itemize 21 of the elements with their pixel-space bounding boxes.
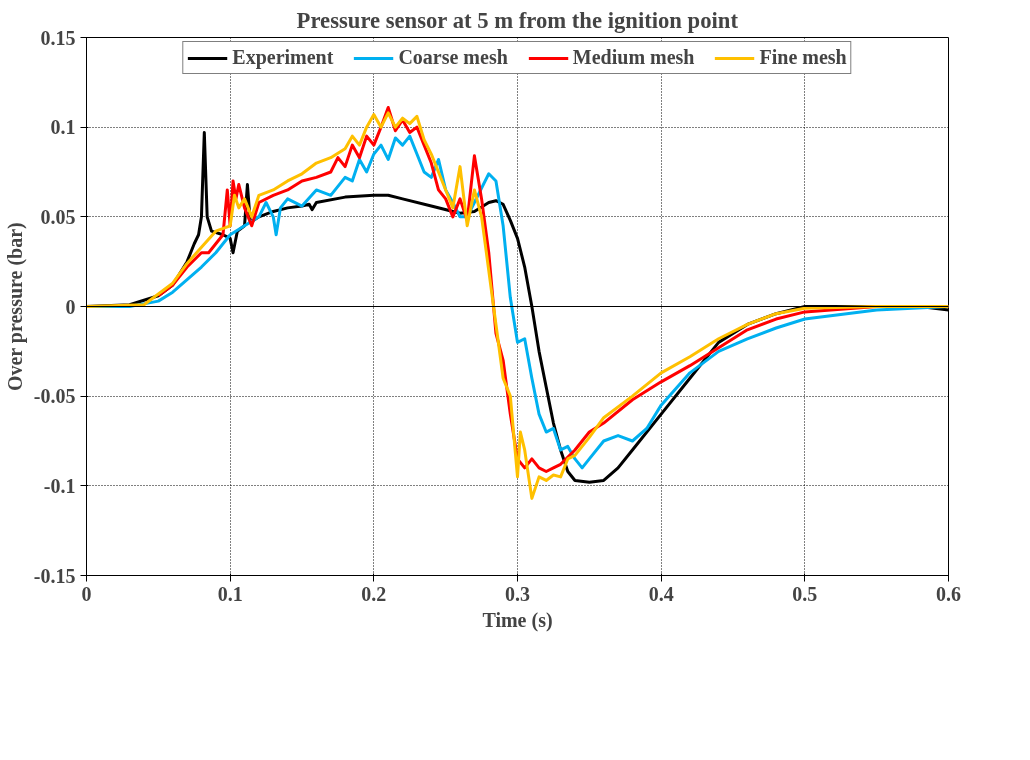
y-tick-label: -0.15 — [33, 564, 76, 587]
y-tick-label: 0 — [65, 295, 76, 318]
x-tick-label: 0.2 — [361, 582, 387, 605]
y-tick-label: 0.1 — [50, 116, 76, 139]
y-tick-label: 0.05 — [40, 205, 76, 228]
x-tick-label: 0.4 — [648, 582, 674, 605]
legend-label: Experiment — [232, 46, 334, 69]
x-tick-label: 0 — [81, 582, 92, 605]
y-tick-label: -0.1 — [43, 474, 76, 497]
y-tick-label: 0.15 — [40, 26, 76, 49]
x-tick-label: 0.6 — [936, 582, 961, 605]
x-tick-label: 0.5 — [792, 582, 818, 605]
legend-label: Coarse mesh — [398, 46, 508, 69]
chart-title: Pressure sensor at 5 m from the ignition point — [296, 7, 739, 33]
y-axis-title: Over pressure (bar) — [3, 222, 27, 392]
x-axis-title: Time (s) — [482, 608, 553, 632]
legend-label: Medium mesh — [572, 46, 695, 69]
x-tick-label: 0.1 — [217, 582, 243, 605]
x-tick-label: 0.3 — [505, 582, 530, 605]
legend-label: Fine mesh — [759, 46, 847, 69]
y-tick-label: -0.05 — [33, 385, 76, 408]
